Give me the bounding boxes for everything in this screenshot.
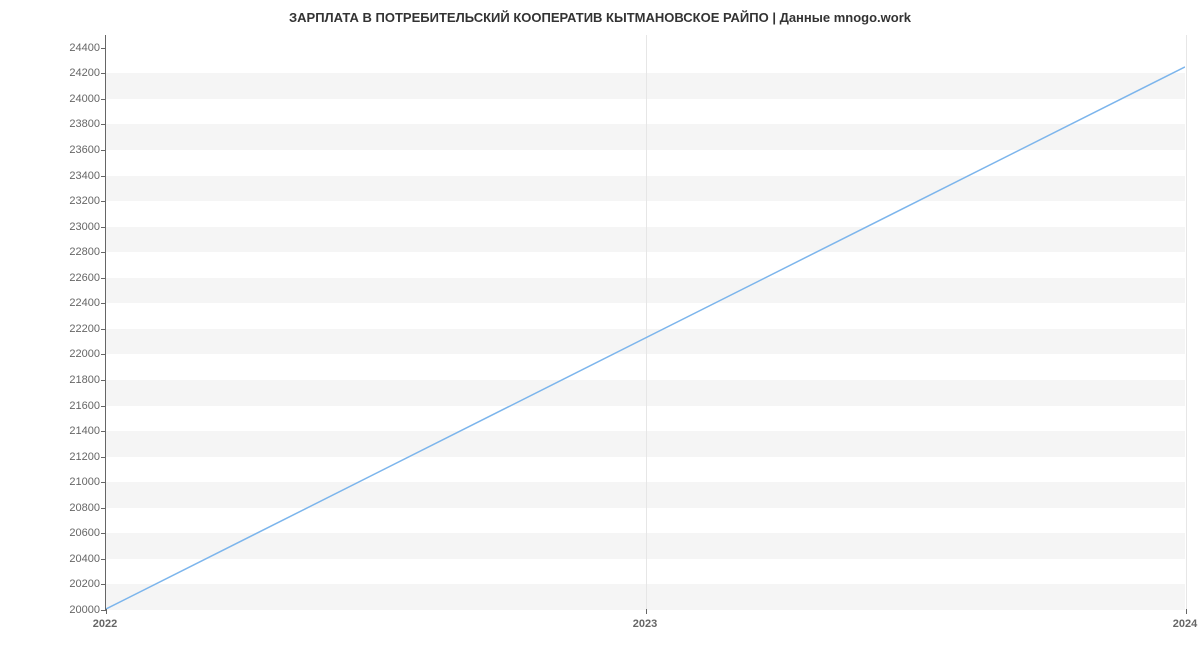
y-tick-label: 21400 xyxy=(40,425,100,437)
y-tick-mark xyxy=(101,124,106,125)
y-tick-mark xyxy=(101,201,106,202)
y-tick-label: 22200 xyxy=(40,323,100,335)
y-tick-mark xyxy=(101,482,106,483)
y-tick-label: 20800 xyxy=(40,502,100,514)
chart-title: ЗАРПЛАТА В ПОТРЕБИТЕЛЬСКИЙ КООПЕРАТИВ КЫ… xyxy=(0,0,1200,25)
y-tick-label: 23200 xyxy=(40,195,100,207)
y-tick-mark xyxy=(101,406,106,407)
y-tick-label: 23000 xyxy=(40,221,100,233)
chart-plot-area xyxy=(105,35,1185,610)
x-tick-label: 2022 xyxy=(93,618,117,630)
y-tick-label: 20600 xyxy=(40,527,100,539)
y-tick-mark xyxy=(101,559,106,560)
y-tick-label: 20400 xyxy=(40,553,100,565)
y-tick-mark xyxy=(101,584,106,585)
y-tick-mark xyxy=(101,150,106,151)
y-tick-label: 23600 xyxy=(40,144,100,156)
y-tick-mark xyxy=(101,278,106,279)
x-tick-mark xyxy=(646,609,647,614)
x-tick-label: 2023 xyxy=(633,618,657,630)
y-tick-mark xyxy=(101,227,106,228)
y-tick-mark xyxy=(101,48,106,49)
y-tick-label: 21200 xyxy=(40,451,100,463)
x-grid-line xyxy=(1186,35,1187,609)
y-tick-mark xyxy=(101,303,106,304)
y-tick-mark xyxy=(101,457,106,458)
y-tick-label: 21000 xyxy=(40,476,100,488)
y-tick-label: 23800 xyxy=(40,118,100,130)
y-tick-label: 24200 xyxy=(40,67,100,79)
y-tick-mark xyxy=(101,354,106,355)
y-tick-label: 20000 xyxy=(40,604,100,616)
y-tick-label: 21800 xyxy=(40,374,100,386)
x-tick-mark xyxy=(1186,609,1187,614)
x-tick-mark xyxy=(106,609,107,614)
y-tick-label: 21600 xyxy=(40,400,100,412)
y-tick-label: 22800 xyxy=(40,246,100,258)
y-tick-mark xyxy=(101,508,106,509)
y-tick-mark xyxy=(101,252,106,253)
y-tick-mark xyxy=(101,431,106,432)
y-tick-label: 22600 xyxy=(40,272,100,284)
y-tick-mark xyxy=(101,533,106,534)
y-tick-label: 20200 xyxy=(40,578,100,590)
y-tick-mark xyxy=(101,176,106,177)
x-grid-line xyxy=(646,35,647,609)
y-tick-label: 23400 xyxy=(40,170,100,182)
y-tick-label: 22400 xyxy=(40,297,100,309)
y-tick-mark xyxy=(101,73,106,74)
y-tick-label: 22000 xyxy=(40,348,100,360)
y-tick-label: 24000 xyxy=(40,93,100,105)
y-tick-mark xyxy=(101,329,106,330)
y-tick-label: 24400 xyxy=(40,42,100,54)
y-tick-mark xyxy=(101,99,106,100)
x-tick-label: 2024 xyxy=(1173,618,1197,630)
y-tick-mark xyxy=(101,380,106,381)
